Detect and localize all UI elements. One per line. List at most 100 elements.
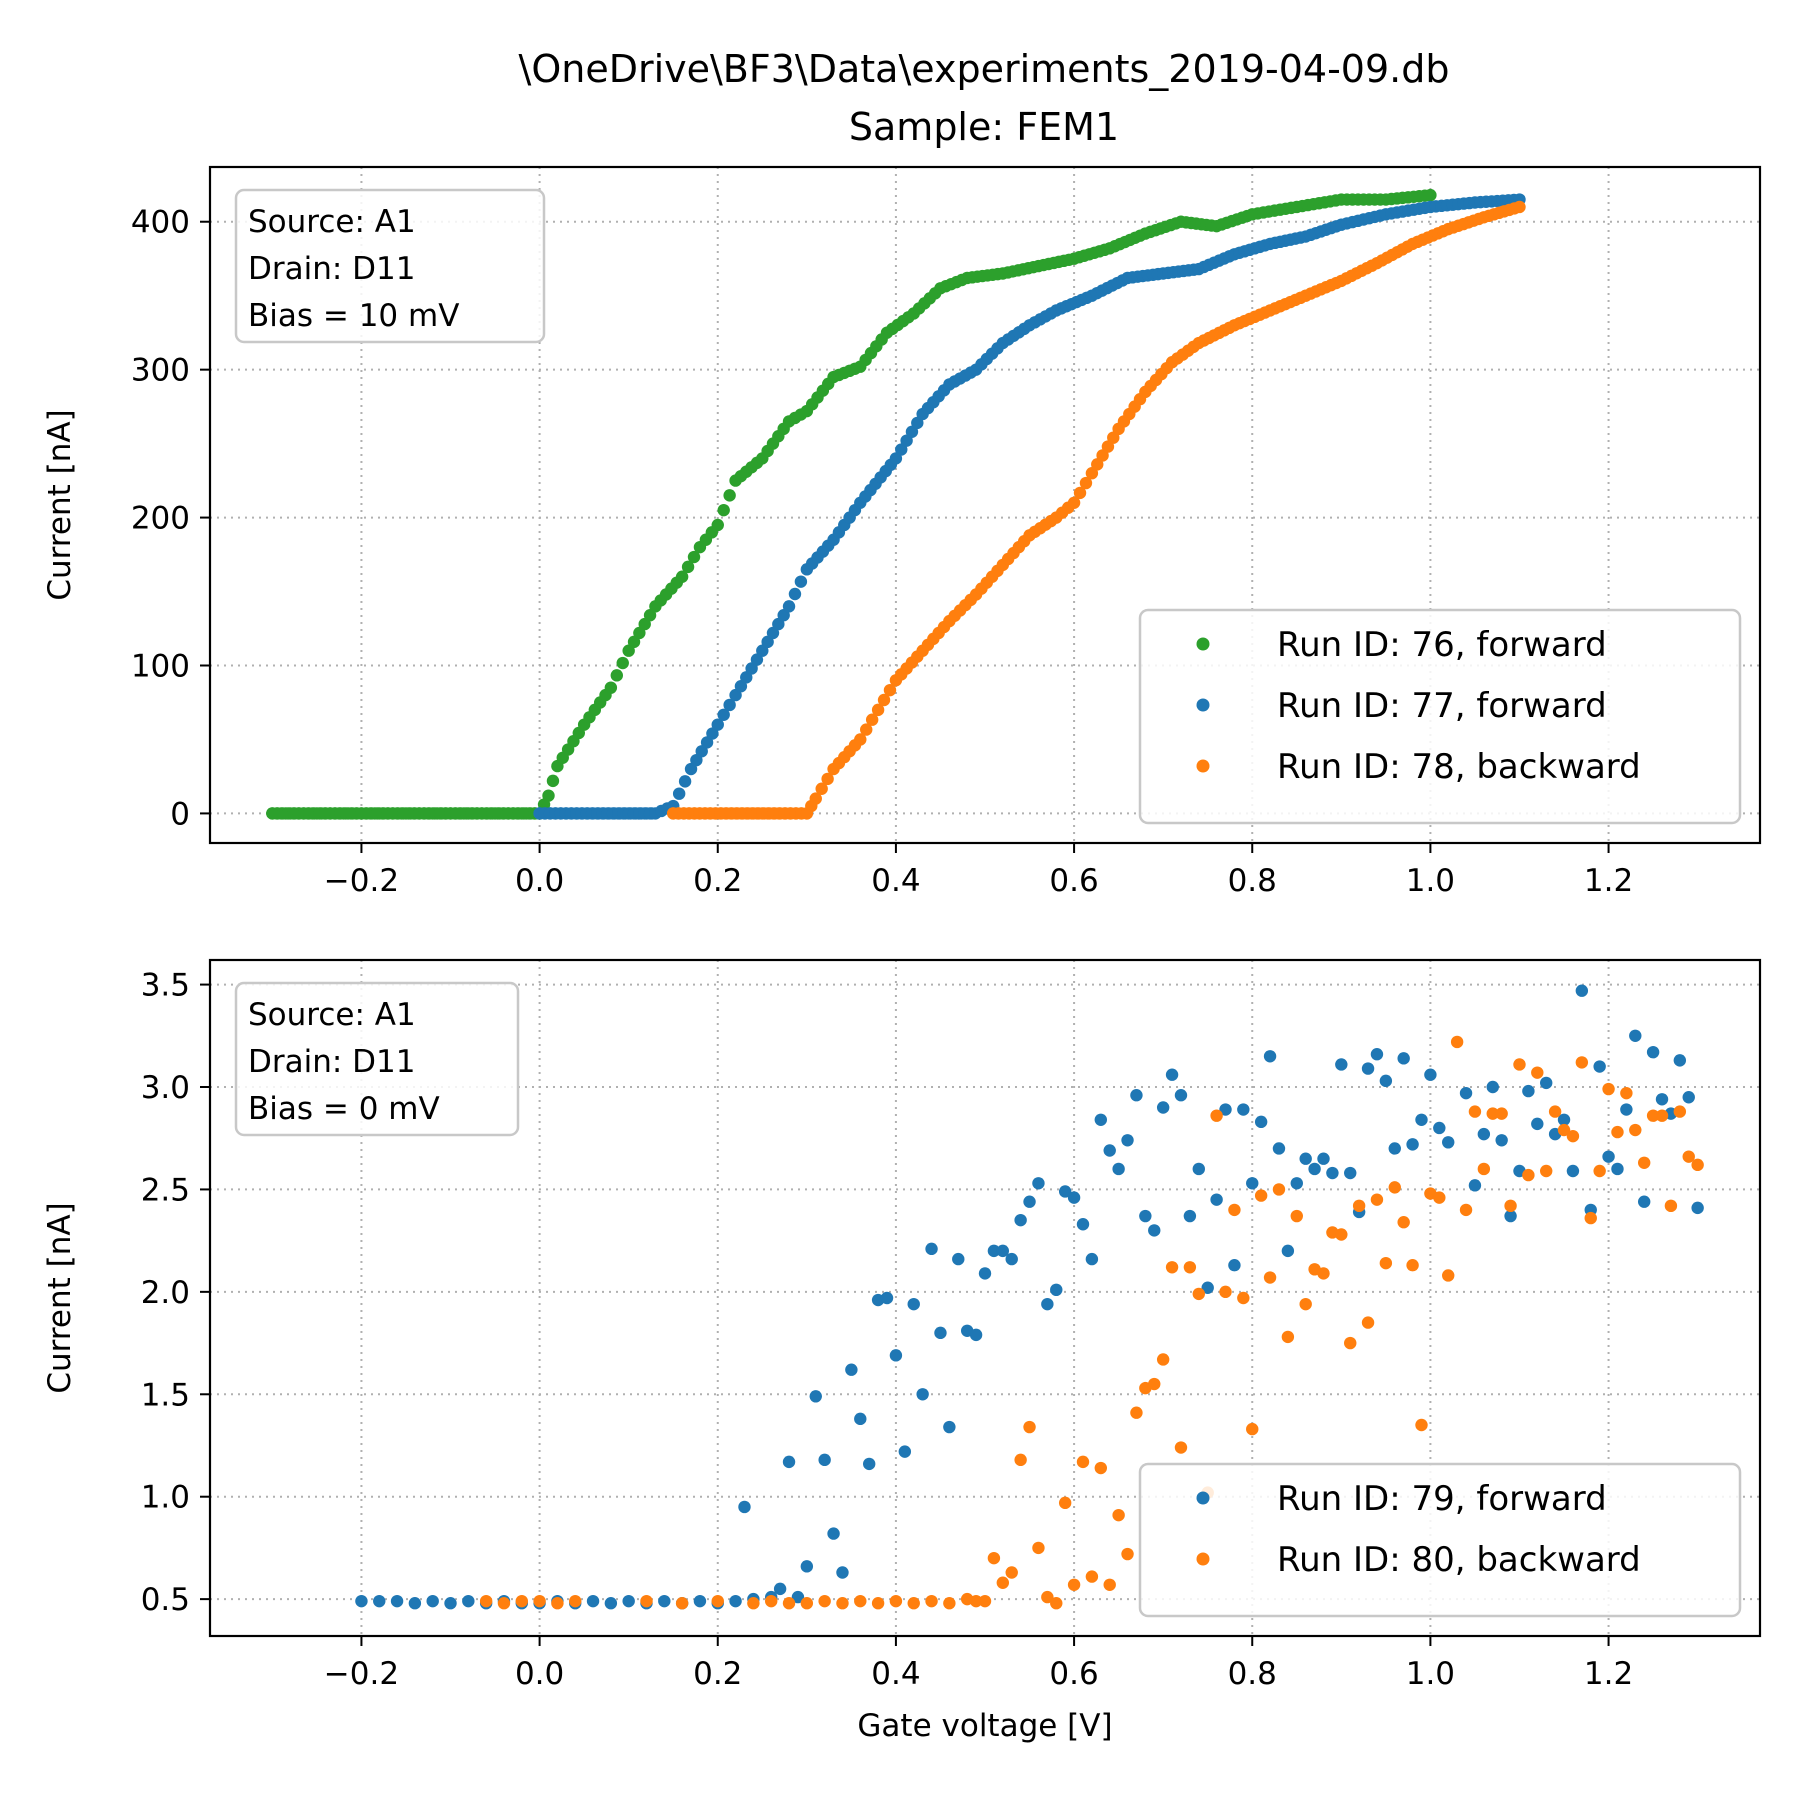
data-point <box>1139 1209 1152 1223</box>
data-point <box>444 1597 457 1610</box>
y-tick-label: 100 <box>131 648 190 684</box>
data-point <box>1156 1101 1170 1114</box>
data-point <box>1388 1142 1401 1155</box>
data-point <box>1557 1123 1571 1137</box>
data-point <box>717 708 730 722</box>
x-axis-label: Gate voltage [V] <box>857 1708 1112 1744</box>
data-point <box>1103 1578 1116 1591</box>
data-point <box>1522 1084 1535 1098</box>
data-point <box>717 503 730 517</box>
data-point <box>925 1594 938 1608</box>
data-point <box>497 1597 511 1610</box>
data-point <box>1219 1285 1232 1299</box>
data-point <box>765 1594 778 1608</box>
data-point <box>1085 1252 1099 1266</box>
data-point <box>1290 1177 1303 1190</box>
data-point <box>1210 1193 1223 1206</box>
axes-frame <box>208 165 1762 845</box>
data-point <box>1299 1297 1312 1311</box>
data-point <box>1246 1177 1259 1190</box>
data-point <box>987 1551 1001 1565</box>
data-point <box>1424 188 1437 202</box>
data-point <box>1050 1597 1063 1610</box>
data-point <box>610 669 624 682</box>
x-tick-label: 1.2 <box>1584 1656 1633 1692</box>
series-3 <box>667 200 1526 820</box>
legend-label: Run ID: 79, forward <box>1277 1479 1607 1519</box>
data-point <box>738 1500 751 1514</box>
data-point <box>622 1594 635 1608</box>
data-point <box>1433 1121 1446 1135</box>
figure-title-line-2: Sample: FEM1 <box>849 105 1119 149</box>
data-point <box>1611 1162 1624 1176</box>
data-point <box>1121 1547 1134 1561</box>
data-point <box>1308 1162 1321 1176</box>
data-point <box>1540 1164 1553 1178</box>
legend-marker <box>1196 637 1210 651</box>
data-point <box>1513 200 1526 214</box>
data-point <box>1584 1211 1597 1225</box>
data-point <box>1299 1152 1312 1165</box>
data-point <box>616 656 629 670</box>
x-tick-label: 0.2 <box>693 1656 742 1692</box>
data-point <box>862 1457 876 1471</box>
data-point <box>1691 1158 1704 1172</box>
data-point <box>1691 1201 1704 1215</box>
x-tick-label: 0.6 <box>1049 863 1098 899</box>
data-point <box>693 1594 707 1608</box>
data-point <box>800 1560 814 1573</box>
data-point <box>1335 1228 1348 1241</box>
x-tick-label: −0.2 <box>324 863 399 899</box>
data-point <box>1165 1068 1179 1081</box>
data-point <box>1344 1166 1357 1180</box>
annotation-line: Source: A1 <box>248 997 416 1033</box>
y-tick-label: 400 <box>131 205 190 241</box>
data-point <box>1486 1107 1499 1120</box>
data-point <box>1130 1089 1143 1102</box>
data-point <box>877 693 891 707</box>
legend-label: Run ID: 77, forward <box>1277 686 1607 726</box>
data-point <box>788 587 802 601</box>
data-point <box>1112 1508 1125 1522</box>
data-point <box>898 1445 912 1458</box>
data-point <box>1673 1105 1687 1118</box>
legend-label: Run ID: 76, forward <box>1277 625 1607 665</box>
data-point <box>1014 1213 1027 1227</box>
data-point <box>925 1242 938 1256</box>
data-point <box>1210 1109 1223 1122</box>
data-point <box>1076 1455 1090 1469</box>
axes-frame <box>208 958 1762 1638</box>
data-point <box>782 1455 796 1469</box>
data-point <box>1254 1189 1268 1202</box>
top-chart: −0.2 0.0 0.2 0.4 0.6 0.8 1.0 1.2 0 100 200 300 400 Cu… <box>42 165 1762 899</box>
data-point <box>800 1597 814 1610</box>
data-point <box>1183 1261 1197 1274</box>
data-point <box>1513 1058 1526 1071</box>
data-point <box>542 789 555 802</box>
legend-marker <box>1196 1491 1210 1505</box>
data-point <box>996 1244 1010 1258</box>
data-point <box>1620 1103 1633 1116</box>
data-point <box>1050 1283 1063 1297</box>
data-point <box>1032 1177 1045 1190</box>
data-point <box>1397 1052 1410 1065</box>
y-tick-label: 300 <box>131 353 190 389</box>
data-point <box>390 1594 404 1608</box>
x-tick-label: 1.2 <box>1584 863 1633 899</box>
data-point <box>1477 1162 1491 1176</box>
data-point <box>1486 1080 1499 1094</box>
data-point <box>1290 1209 1303 1223</box>
data-point <box>1424 1068 1437 1081</box>
data-point <box>515 1594 528 1608</box>
data-point <box>1629 1029 1642 1042</box>
data-point <box>871 1597 885 1610</box>
data-point <box>479 1594 493 1608</box>
data-point <box>1094 1113 1108 1126</box>
data-point <box>1335 1058 1348 1071</box>
data-point <box>1174 1441 1188 1454</box>
data-point <box>1237 1103 1250 1116</box>
data-point <box>1103 1144 1116 1157</box>
data-point <box>1415 1418 1428 1432</box>
y-tick-label: 3.0 <box>141 1070 190 1106</box>
legend-label: Run ID: 80, backward <box>1277 1540 1641 1580</box>
